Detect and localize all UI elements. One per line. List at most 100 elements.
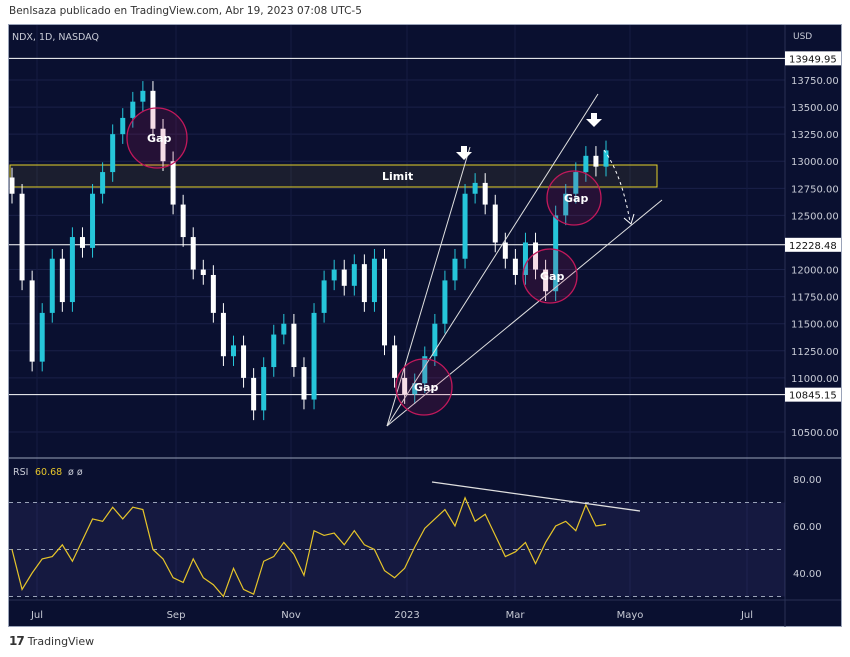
candle	[603, 150, 609, 167]
candle	[59, 258, 65, 303]
gap-label: Gap	[564, 192, 588, 205]
footer: 17 TradingView	[9, 634, 94, 648]
candle	[261, 367, 267, 411]
candle	[583, 155, 589, 173]
candle	[79, 237, 85, 248]
rsi-value: 60.68	[35, 467, 62, 478]
candle	[382, 258, 388, 346]
rsi-extra: ø ø	[68, 467, 83, 478]
price-line-label: 12228.48	[789, 241, 837, 252]
candle	[522, 242, 528, 275]
candle	[593, 155, 599, 167]
price-tick: 13750.00	[791, 76, 839, 87]
candle	[220, 312, 226, 357]
price-tick: 12000.00	[791, 266, 839, 277]
candle	[361, 264, 367, 303]
price-line-badge	[785, 237, 841, 252]
candle	[402, 377, 408, 395]
candle	[39, 312, 45, 362]
time-tick: 2023	[394, 610, 419, 621]
price-line-label: 10845.15	[789, 391, 837, 402]
candle	[90, 193, 96, 248]
projection-path	[603, 149, 631, 223]
candle	[69, 237, 75, 303]
price-tick: 13000.00	[791, 157, 839, 168]
candle	[321, 280, 327, 313]
price-tick: 11000.00	[791, 374, 839, 385]
candle	[120, 117, 126, 135]
candle	[573, 172, 579, 194]
candle	[512, 258, 518, 275]
rsi-title: RSI	[13, 467, 28, 478]
gap-circle	[126, 107, 188, 169]
candle	[19, 193, 25, 281]
candle	[341, 269, 347, 286]
gap-label: Gap	[540, 270, 564, 283]
candle	[432, 323, 438, 357]
candle	[190, 237, 196, 270]
candle	[482, 182, 488, 205]
candle	[210, 274, 216, 313]
price-tick: 12750.00	[791, 184, 839, 195]
time-tick: Jul	[30, 610, 43, 621]
price-line-label: 13949.95	[789, 54, 837, 65]
rsi-trend-line	[431, 481, 641, 512]
price-tick: 11750.00	[791, 293, 839, 304]
candle	[180, 204, 186, 238]
candle	[311, 312, 317, 400]
footer-brand: TradingView	[27, 634, 95, 648]
time-tick: Mar	[506, 610, 526, 621]
candle	[160, 128, 166, 162]
candle	[412, 383, 418, 395]
candle	[452, 258, 458, 281]
gap-label: Gap	[147, 132, 171, 145]
tradingview-logo-icon: 17	[9, 634, 25, 648]
symbol-legend: NDX, 1D, NASDAQ	[12, 32, 99, 43]
rsi-tick: 40.00	[793, 569, 822, 580]
trend-line	[386, 199, 663, 427]
trend-line	[386, 93, 599, 427]
candle	[492, 204, 498, 243]
publisher-header: BenIsaza publicado en TradingView.com, A…	[9, 5, 362, 17]
candle	[150, 90, 156, 129]
candle	[281, 323, 287, 335]
candle	[301, 367, 307, 400]
trend-line	[386, 146, 471, 427]
candle	[170, 161, 176, 205]
projection-arrowhead	[623, 213, 635, 225]
candle	[100, 172, 106, 194]
time-tick: Nov	[281, 610, 301, 621]
price-line-badge	[785, 387, 841, 402]
rsi-tick: 60.00	[793, 522, 822, 533]
candle	[251, 377, 257, 411]
price-tick: 10500.00	[791, 428, 839, 439]
candle	[502, 242, 508, 259]
price-tick: 11250.00	[791, 347, 839, 358]
candle	[291, 323, 297, 368]
candle	[110, 134, 116, 173]
rsi-tick: 80.00	[793, 475, 822, 486]
candle	[230, 345, 236, 357]
candle	[9, 177, 15, 194]
candle	[241, 345, 247, 378]
gap-circle	[522, 248, 578, 304]
arrow-down-icon	[586, 113, 602, 127]
gap-circle	[395, 358, 453, 416]
candle	[140, 90, 146, 102]
candle	[271, 334, 277, 368]
price-tick: 11500.00	[791, 320, 839, 331]
candle	[49, 258, 55, 313]
price-line-badge	[785, 51, 841, 66]
candle	[351, 264, 357, 286]
candle	[371, 258, 377, 303]
candle	[553, 215, 559, 292]
candle	[392, 345, 398, 378]
candle	[442, 280, 448, 324]
candle	[200, 269, 206, 275]
rsi-line	[11, 496, 607, 598]
gap-label: Gap	[414, 381, 438, 394]
time-tick: Sep	[167, 610, 186, 621]
candle	[331, 269, 337, 281]
price-tick: 12500.00	[791, 211, 839, 222]
